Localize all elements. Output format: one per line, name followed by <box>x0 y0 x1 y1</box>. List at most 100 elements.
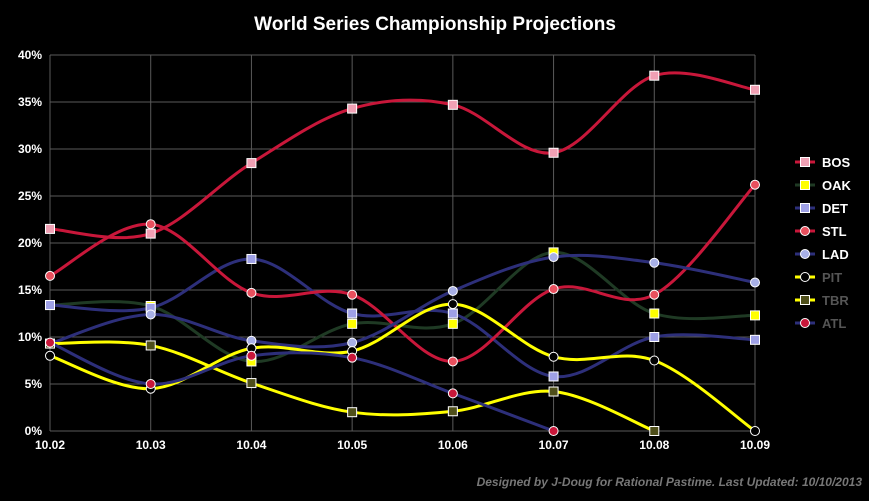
series-line-bos <box>49 71 756 240</box>
data-point-det <box>347 308 358 319</box>
series-line-stl <box>49 183 757 363</box>
data-point-stl <box>447 356 458 367</box>
series-line-atl <box>49 341 555 433</box>
data-point-atl <box>347 352 358 363</box>
series-line-pit <box>49 302 756 433</box>
data-point-atl <box>145 379 156 389</box>
data-point-oak <box>750 310 760 321</box>
data-point-tbr <box>548 386 559 397</box>
data-point-bos <box>45 223 55 234</box>
legend-item-stl: STL <box>795 224 847 239</box>
data-point-bos <box>447 99 458 110</box>
data-point-lad <box>548 252 559 263</box>
data-point-det <box>750 334 760 345</box>
y-tick-label: 25% <box>18 189 42 203</box>
data-point-lad <box>447 285 458 296</box>
x-tick-label: 10.03 <box>136 438 166 452</box>
series-markers <box>45 70 760 436</box>
data-point-atl <box>548 426 559 436</box>
x-tick-label: 10.07 <box>539 438 569 452</box>
legend-marker <box>800 226 810 236</box>
data-point-pit <box>548 351 559 362</box>
legend-label: BOS <box>822 155 851 170</box>
x-tick-label: 10.05 <box>337 438 367 452</box>
legend-marker <box>800 318 810 328</box>
data-point-oak <box>347 318 358 329</box>
data-point-det <box>246 253 257 264</box>
data-point-det <box>447 308 458 319</box>
legend-item-oak: OAK <box>795 178 852 193</box>
data-point-atl <box>246 350 257 361</box>
data-point-pit <box>649 355 660 366</box>
y-tick-label: 5% <box>25 377 43 391</box>
series-line-det <box>49 257 756 379</box>
data-point-atl <box>447 388 458 399</box>
y-tick-label: 15% <box>18 283 42 297</box>
data-point-lad <box>347 337 358 348</box>
y-axis: 0% 5% 10% 15% 20% 25% 30% 35% 40% <box>18 48 42 438</box>
data-point-pit <box>447 299 458 310</box>
y-tick-label: 40% <box>18 48 42 62</box>
legend-marker <box>800 180 810 190</box>
legend-item-lad: LAD <box>795 247 849 262</box>
legend-label: TBR <box>822 293 849 308</box>
data-point-det <box>45 300 55 311</box>
data-point-bos <box>145 228 156 239</box>
data-point-tbr <box>447 406 458 417</box>
chart-title: World Series Championship Projections <box>254 14 616 35</box>
y-tick-label: 35% <box>18 95 42 109</box>
data-point-tbr <box>246 378 257 389</box>
x-axis: 10.02 10.03 10.04 10.05 10.06 10.07 10.08 10.09 <box>35 438 770 452</box>
data-point-stl <box>548 284 559 295</box>
data-point-det <box>548 371 559 382</box>
data-point-tbr <box>649 426 660 436</box>
legend-item-bos: BOS <box>795 155 851 170</box>
x-tick-label: 10.02 <box>35 438 65 452</box>
y-tick-label: 0% <box>25 424 43 438</box>
legend-item-pit: PIT <box>795 270 842 285</box>
legend-label: ATL <box>822 316 846 331</box>
data-point-bos <box>347 103 358 114</box>
data-point-bos <box>246 158 257 169</box>
series-lines <box>49 71 757 433</box>
legend-marker <box>800 203 810 213</box>
x-tick-label: 10.04 <box>236 438 266 452</box>
legend-marker <box>800 272 810 282</box>
data-point-stl <box>45 270 55 281</box>
data-point-pit <box>750 426 760 436</box>
series-line-lad <box>49 253 756 349</box>
data-point-stl <box>145 219 156 230</box>
data-point-lad <box>649 257 660 268</box>
data-point-tbr <box>145 340 156 351</box>
y-tick-label: 20% <box>18 236 42 250</box>
data-point-stl <box>347 289 358 300</box>
data-point-tbr <box>347 407 358 418</box>
data-point-stl <box>649 289 660 300</box>
y-tick-label: 30% <box>18 142 42 156</box>
data-point-oak <box>447 318 458 329</box>
series-line-oak <box>49 250 756 363</box>
y-tick-label: 10% <box>18 330 42 344</box>
legend-label: LAD <box>822 247 849 262</box>
data-point-bos <box>750 84 760 95</box>
legend-marker <box>800 157 810 167</box>
data-point-atl <box>45 337 55 348</box>
legend-label: DET <box>822 201 848 216</box>
data-point-det <box>649 332 660 342</box>
legend-label: STL <box>822 224 847 239</box>
x-tick-label: 10.06 <box>438 438 468 452</box>
data-point-lad <box>145 309 156 320</box>
legend-marker <box>800 295 810 305</box>
legend-marker <box>800 249 810 259</box>
data-point-stl <box>750 179 760 190</box>
legend-item-det: DET <box>795 201 848 216</box>
data-point-bos <box>548 147 559 158</box>
credit-text: Designed by J-Doug for Rational Pastime.… <box>477 475 863 489</box>
legend-label: PIT <box>822 270 842 285</box>
legend: BOS OAK DET STL LAD PIT TBR ATL <box>795 155 852 331</box>
x-tick-label: 10.09 <box>740 438 770 452</box>
grid <box>49 54 756 432</box>
legend-item-atl: ATL <box>795 316 846 331</box>
data-point-lad <box>750 277 760 288</box>
